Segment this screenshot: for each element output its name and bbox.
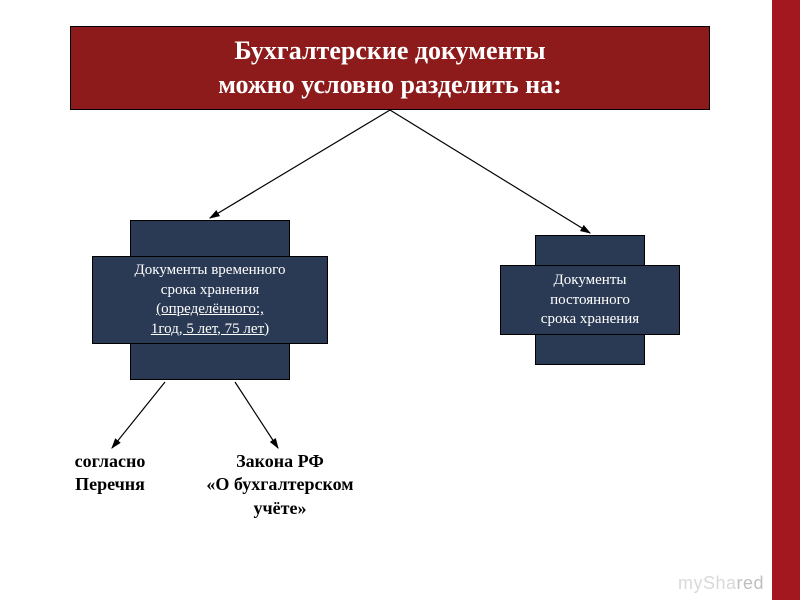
bottom-label-perechen: согласно Перечня <box>50 450 170 497</box>
title-box: Бухгалтерские документы можно условно ра… <box>70 26 710 110</box>
label-line: согласно <box>75 451 146 471</box>
node-temporary-docs-label: Документы временногосрока хранения(опред… <box>92 261 328 339</box>
label-line: «О бухгалтерском <box>206 474 353 494</box>
node-permanent-docs: Документыпостоянногосрока хранения <box>500 235 680 365</box>
node-temporary-docs: Документы временногосрока хранения(опред… <box>92 220 328 380</box>
node-permanent-docs-label: Документыпостоянногосрока хранения <box>500 271 680 330</box>
watermark-part-1: mySha <box>678 573 737 593</box>
watermark-part-2: red <box>736 573 764 593</box>
label-line: Закона РФ <box>236 451 324 471</box>
watermark: myShared <box>678 573 764 594</box>
label-line: учёте» <box>254 498 307 518</box>
title-line-2: можно условно разделить на: <box>218 68 562 102</box>
accent-side-bar <box>772 0 800 600</box>
bottom-label-zakon: Закона РФ «О бухгалтерском учёте» <box>180 450 380 520</box>
label-line: Перечня <box>75 474 145 494</box>
title-line-1: Бухгалтерские документы <box>234 34 545 68</box>
